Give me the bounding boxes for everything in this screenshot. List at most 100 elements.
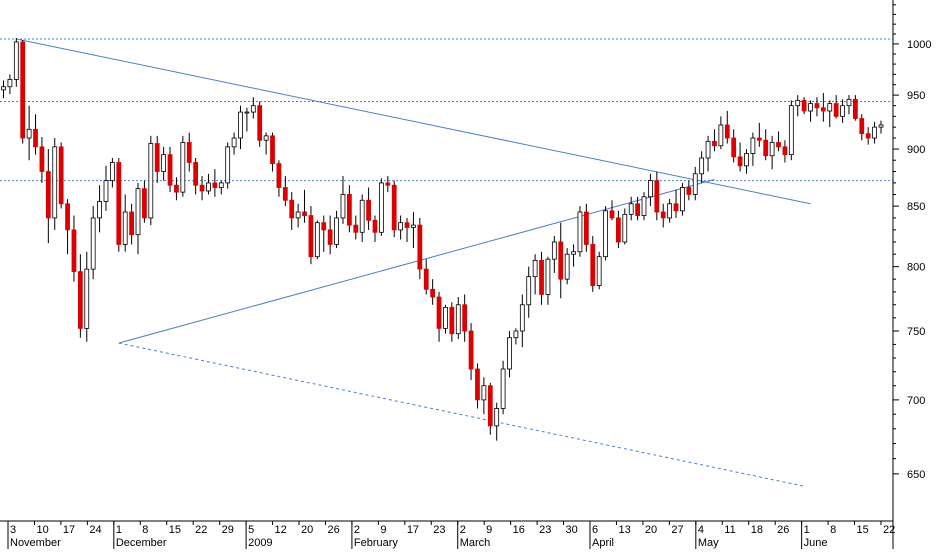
candle-body-up (263, 135, 269, 141)
candle-body-up (840, 105, 845, 117)
candle (673, 189, 679, 218)
candle (39, 136, 45, 183)
x-day-label: 15 (857, 524, 869, 536)
candle-body-up (314, 222, 320, 258)
candle-body-down (865, 133, 871, 139)
x-day-label: 23 (539, 524, 551, 536)
candle (174, 177, 179, 201)
candle (443, 304, 448, 334)
candle (270, 132, 275, 172)
candle-body-up (564, 253, 570, 280)
candle (635, 196, 640, 221)
candle (667, 199, 673, 223)
candle-body-up (334, 217, 339, 245)
candle (45, 149, 51, 244)
candle (218, 180, 224, 195)
candle (302, 189, 307, 223)
candle (680, 182, 685, 216)
candle-body-up (795, 99, 801, 107)
candle (430, 279, 436, 305)
dashed-trendline (118, 342, 805, 487)
candle (353, 215, 359, 240)
candle (334, 210, 339, 249)
candle-body-down (468, 330, 474, 370)
candle (122, 194, 128, 252)
candle (724, 111, 730, 144)
candle-body-up (250, 105, 256, 113)
candle-body-down (77, 271, 83, 329)
x-day-label: 29 (222, 524, 234, 536)
candle-body-up (122, 211, 128, 245)
candle (616, 210, 621, 249)
candle (507, 331, 512, 378)
candle (756, 122, 762, 147)
candle-body-down (39, 146, 45, 172)
candle-body-up (238, 111, 243, 139)
candle-body-down (859, 118, 865, 135)
candle (308, 206, 314, 265)
candle (7, 74, 13, 95)
candle-body-up (340, 194, 346, 219)
x-day-label: 15 (169, 524, 181, 536)
candle (359, 194, 365, 242)
y-tick-label: 700 (907, 395, 925, 407)
candle (90, 206, 96, 280)
candle-body-down (731, 137, 737, 158)
candle (110, 157, 115, 188)
candle-body-up (13, 41, 19, 80)
candle (814, 97, 820, 117)
candle-body-up (148, 143, 154, 219)
candle-body-down (302, 211, 307, 216)
x-day-label: 8 (142, 524, 148, 536)
candle-body-up (519, 304, 525, 332)
candle (148, 135, 154, 226)
candle (97, 185, 102, 233)
candle (295, 203, 301, 228)
candle (852, 95, 858, 121)
candle-body-down (212, 182, 218, 188)
x-month-label: February (354, 537, 399, 549)
candle (487, 382, 493, 435)
candle (686, 180, 692, 201)
candle (385, 176, 391, 193)
candle-body-down (193, 162, 199, 186)
trendlines (16, 38, 811, 487)
candle-body-down (833, 103, 839, 117)
candle-body-down (45, 171, 51, 219)
candle-body-down (71, 229, 77, 273)
candle (699, 151, 705, 183)
candle-body-up (398, 222, 404, 231)
candle (449, 302, 455, 342)
candle (731, 129, 737, 163)
candle (193, 157, 199, 195)
candle-body-down (154, 143, 160, 172)
candle (161, 146, 167, 181)
candle (481, 377, 487, 415)
candle-body-up (411, 224, 416, 228)
candle-body-up (872, 126, 877, 139)
candle-body-up (161, 154, 167, 172)
candle (1, 80, 6, 99)
candle (340, 176, 346, 224)
x-day-label: 1 (116, 524, 122, 536)
candle-body-down (142, 188, 147, 219)
x-day-label: 27 (671, 524, 683, 536)
candle (545, 256, 551, 305)
candle (551, 235, 557, 273)
candle-body-up (218, 182, 224, 188)
x-day-label: 26 (327, 524, 339, 536)
candle (692, 166, 698, 201)
x-month-label: April (592, 537, 614, 549)
candle-body-up (513, 330, 519, 339)
x-day-label: 16 (513, 524, 525, 536)
candle (71, 215, 77, 282)
candle (865, 127, 871, 145)
candle-body-down (353, 224, 359, 233)
candle (788, 100, 794, 161)
candle (282, 176, 288, 207)
candle (289, 192, 295, 230)
candle (26, 105, 32, 161)
candle (423, 259, 429, 295)
x-day-label: 13 (618, 524, 630, 536)
candle-body-down (686, 187, 692, 195)
